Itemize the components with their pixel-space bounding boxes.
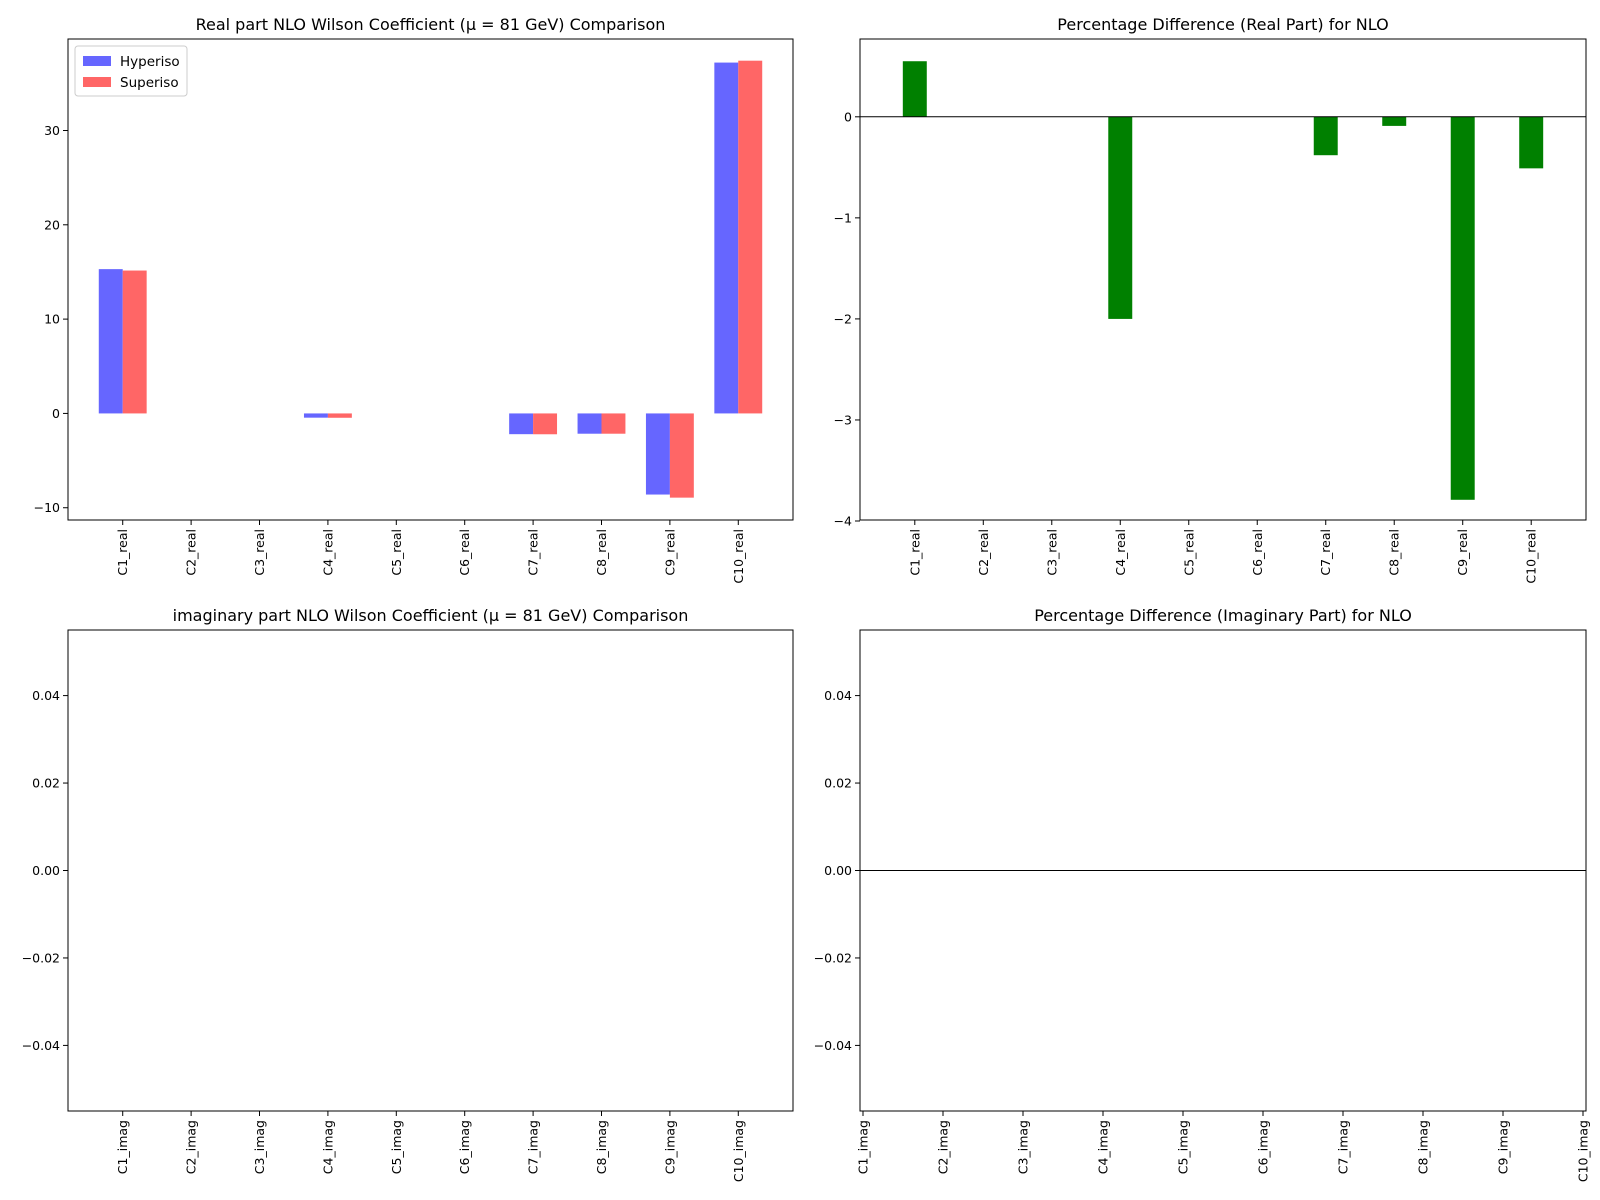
- bar-hyperiso-C4_real: [303, 413, 328, 418]
- x-tick-label: C9_real: [662, 529, 677, 576]
- x-tick-label: C2_imag: [936, 1120, 951, 1174]
- bar-C4_real: [1108, 116, 1133, 319]
- bar-C1_real: [902, 61, 927, 117]
- x-tick-label: C6_real: [1250, 529, 1265, 576]
- subplot-2: −4 −3 −2 −1 0 C1_real C2_real C3_real C4_real C5_…: [834, 15, 1587, 584]
- x-tick-label: C9_imag: [662, 1120, 677, 1174]
- x-tick-label: C3_imag: [1016, 1120, 1031, 1174]
- y-tick-label: 0: [844, 109, 852, 124]
- legend-label: Hyperiso: [120, 54, 180, 70]
- y-tick-label: −4: [834, 514, 852, 529]
- legend-swatch: [83, 56, 111, 66]
- bar-superiso-C1_real: [122, 270, 147, 414]
- bar-hyperiso-C1_real: [98, 269, 123, 414]
- chart-title: imaginary part NLO Wilson Coefficient (μ…: [173, 606, 689, 625]
- x-tick-label: C5_real: [389, 529, 404, 576]
- y-tick-label: −10: [34, 500, 60, 515]
- bar-hyperiso-C10_real: [714, 62, 739, 414]
- x-tick-label: C8_imag: [594, 1120, 609, 1174]
- bar-superiso-C7_real: [533, 413, 558, 435]
- y-tick-label: 0: [52, 406, 60, 421]
- bar-hyperiso-C7_real: [509, 413, 534, 435]
- y-tick-label: 0.04: [32, 688, 60, 703]
- x-tick-label: C4_imag: [1096, 1120, 1111, 1174]
- x-tick-label: C4_real: [320, 529, 335, 576]
- x-tick-label: C1_real: [907, 529, 922, 576]
- y-tick-label: −1: [834, 210, 852, 225]
- x-tick-label: C9_real: [1455, 529, 1470, 576]
- bar-superiso-C9_real: [669, 413, 694, 498]
- x-tick-label: C2_real: [184, 529, 199, 576]
- x-tick-label: C3_real: [1044, 529, 1059, 576]
- bar-C9_real: [1450, 116, 1475, 500]
- x-tick-label: C7_imag: [526, 1120, 541, 1174]
- y-tick-label: 30: [44, 123, 60, 138]
- bar-hyperiso-C8_real: [577, 413, 602, 434]
- x-tick-label: C1_imag: [115, 1120, 130, 1174]
- y-tick-label: 0.00: [824, 863, 852, 878]
- y-tick-label: −0.04: [814, 1038, 852, 1053]
- y-tick-label: −3: [834, 412, 852, 427]
- x-tick-label: C7_imag: [1336, 1120, 1351, 1174]
- x-tick-label: C4_real: [1113, 529, 1128, 576]
- x-tick-label: C6_imag: [457, 1120, 472, 1174]
- axes-frame: [859, 38, 1587, 521]
- y-tick-label: −0.04: [22, 1038, 60, 1053]
- legend-swatch: [83, 77, 111, 87]
- y-tick-label: 0.04: [824, 688, 852, 703]
- x-tick-label: C3_real: [252, 529, 267, 576]
- y-tick-label: 0.00: [32, 863, 60, 878]
- x-tick-label: C6_real: [457, 529, 472, 576]
- y-tick-label: −0.02: [22, 950, 60, 965]
- x-tick-label: C8_real: [594, 529, 609, 576]
- legend: Hyperiso Superiso: [74, 45, 188, 97]
- bar-hyperiso-C9_real: [645, 413, 670, 495]
- x-tick-label: C10_imag: [1576, 1120, 1591, 1182]
- x-tick-label: C5_imag: [1176, 1120, 1191, 1174]
- x-tick-label: C2_real: [976, 529, 991, 576]
- y-tick-label: 0.02: [824, 776, 852, 791]
- subplot-4: −0.04 −0.02 0.00 0.02 0.04 C1_imag C2_imag C3_i…: [814, 606, 1591, 1182]
- y-tick-label: −2: [834, 311, 852, 326]
- x-tick-label: C6_imag: [1256, 1120, 1271, 1174]
- bar-superiso-C8_real: [601, 413, 626, 434]
- legend-label: Superiso: [120, 75, 179, 91]
- x-tick-label: C8_imag: [1416, 1120, 1431, 1174]
- subplot-3: −0.04 −0.02 0.00 0.02 0.04 C1_imag C2_imag C3_i…: [22, 606, 794, 1182]
- x-tick-label: C4_imag: [320, 1120, 335, 1174]
- bar-superiso-C10_real: [738, 60, 763, 414]
- x-tick-label: C7_real: [1318, 529, 1333, 576]
- x-tick-label: C3_imag: [252, 1120, 267, 1174]
- chart-title: Real part NLO Wilson Coefficient (μ = 81…: [196, 15, 666, 34]
- x-tick-label: C1_real: [115, 529, 130, 576]
- x-tick-label: C10_imag: [731, 1120, 746, 1182]
- y-tick-label: −0.02: [814, 950, 852, 965]
- chart-title: Percentage Difference (Real Part) for NL…: [1057, 15, 1388, 34]
- x-tick-label: C10_real: [731, 529, 746, 584]
- bar-C7_real: [1313, 116, 1338, 156]
- bar-C10_real: [1519, 116, 1544, 169]
- x-tick-label: C5_imag: [389, 1120, 404, 1174]
- bar-C8_real: [1382, 116, 1407, 126]
- x-tick-label: C9_imag: [1496, 1120, 1511, 1174]
- bar-superiso-C4_real: [327, 413, 352, 418]
- x-tick-label: C2_imag: [184, 1120, 199, 1174]
- x-tick-label: C5_real: [1181, 529, 1196, 576]
- subplot-1: −10 0 10 20 30 C1_real C2_real C3_real C4_real C5…: [34, 15, 794, 584]
- x-tick-label: C10_real: [1524, 529, 1539, 584]
- x-tick-label: C8_real: [1387, 529, 1402, 576]
- axes-frame: [67, 629, 794, 1112]
- y-tick-label: 10: [44, 312, 60, 327]
- chart-title: Percentage Difference (Imaginary Part) f…: [1034, 606, 1412, 625]
- x-tick-label: C7_real: [526, 529, 541, 576]
- y-tick-label: 20: [44, 217, 60, 232]
- axes-frame: [67, 38, 794, 521]
- y-tick-label: 0.02: [32, 776, 60, 791]
- x-tick-label: C1_imag: [856, 1120, 871, 1174]
